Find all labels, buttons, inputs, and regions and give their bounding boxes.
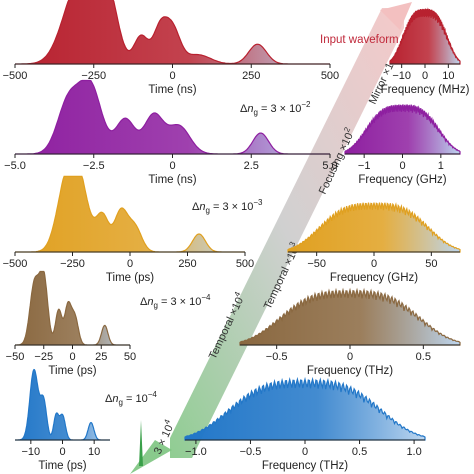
x-tick-label: −1.0	[185, 446, 207, 458]
series-area	[15, 0, 330, 65]
input-waveform-label: Input waveform	[320, 34, 399, 46]
panel-time-4: −50 −25 0 25 50 Time (ps)	[6, 270, 136, 377]
x-tick-label: 1	[438, 160, 444, 172]
x-tick-label: 2.5	[244, 160, 259, 172]
panel-freq-1: −10 0 10 Frequency (MHz)	[381, 7, 470, 96]
x-tick-label: −5.0	[4, 160, 26, 172]
x-tick-label: 0	[399, 160, 405, 172]
x-axis-label: Frequency (THz)	[307, 365, 393, 377]
x-tick-label: 1.0	[406, 446, 421, 458]
x-tick-label: −50	[6, 351, 25, 363]
x-axis-label: Time (ns)	[148, 84, 196, 96]
x-tick-label: 0	[169, 70, 175, 82]
panel-freq-3: −50 0 50 Frequency (GHz)	[287, 202, 461, 284]
x-axis-label: Time (ns)	[148, 174, 196, 186]
dng-label-3: Δng = 3 × 10−3	[192, 198, 263, 215]
dng-label-5: Δng = 10−4	[105, 390, 157, 407]
x-axis-label: Frequency (MHz)	[381, 84, 470, 96]
x-tick-label: −10	[392, 70, 411, 82]
svg-text:Δng = 3 × 10−3: Δng = 3 × 10−3	[192, 198, 263, 215]
x-tick-label: −2.5	[83, 160, 105, 172]
x-tick-label: −0.5	[240, 446, 262, 458]
panel-time-3: −500 −250 0 250 500 Time (ps)	[3, 175, 254, 284]
x-tick-label: 250	[178, 258, 196, 270]
x-tick-label: 0	[422, 70, 428, 82]
series-area	[15, 270, 130, 346]
x-tick-label: −500	[3, 70, 28, 82]
dng-label-2: Δng = 3 × 10−2	[240, 100, 311, 117]
x-tick-label: 0	[347, 351, 353, 363]
x-tick-label: −250	[60, 258, 85, 270]
panel-freq-2: −1 0 1 Frequency (GHz)	[344, 103, 461, 186]
x-tick-label: 50	[124, 351, 136, 363]
x-tick-label: 50	[425, 258, 437, 270]
panel-time-2: −5.0 −2.5 0 2.5 5.0 Time (ns)	[4, 79, 338, 186]
x-tick-label: −250	[81, 70, 106, 82]
x-tick-label: 0	[371, 258, 377, 270]
x-tick-label: −500	[3, 258, 28, 270]
x-axis-label: Time (ps)	[48, 365, 96, 377]
series-area	[15, 175, 245, 253]
x-axis-label: Time (ps)	[38, 460, 86, 472]
x-tick-label: 250	[242, 70, 260, 82]
x-tick-label: 500	[321, 70, 339, 82]
series-area	[15, 79, 330, 155]
series-area	[287, 202, 461, 253]
x-axis-label: Frequency (THz)	[262, 460, 348, 472]
panel-time-1: −500 −250 0 250 500 Time (ns)	[3, 0, 339, 96]
x-tick-label: 0.5	[416, 351, 431, 363]
x-tick-label: −10	[21, 446, 40, 458]
x-tick-label: 10	[442, 70, 454, 82]
x-tick-label: −0.5	[266, 351, 288, 363]
panel-freq-4: −0.5 0 0.5 Frequency (THz)	[239, 287, 461, 377]
x-axis-label: Frequency (GHz)	[358, 174, 446, 186]
svg-text:Δng = 10−4: Δng = 10−4	[105, 390, 157, 407]
series-area	[344, 103, 461, 155]
x-tick-label: 5.0	[322, 160, 337, 172]
dng-label-4: Δng = 3 × 10−4	[140, 293, 211, 310]
x-tick-label: 0	[169, 160, 175, 172]
series-area	[239, 287, 461, 346]
x-tick-label: −1	[358, 160, 371, 172]
series-area	[184, 376, 426, 441]
x-tick-label: 0.5	[352, 446, 367, 458]
svg-text:Δng = 3 × 10−4: Δng = 3 × 10−4	[140, 293, 211, 310]
compressed-pulse	[136, 420, 146, 466]
x-tick-label: −25	[34, 351, 53, 363]
x-tick-label: 0	[59, 446, 65, 458]
x-tick-label: −50	[307, 258, 326, 270]
x-tick-label: 10	[88, 446, 100, 458]
x-tick-label: 0	[302, 446, 308, 458]
series-area	[15, 368, 110, 441]
panel-freq-5: −1.0 −0.5 0 0.5 1.0 Frequency (THz)	[184, 376, 426, 472]
x-tick-label: 500	[236, 258, 254, 270]
series-area	[389, 7, 461, 65]
svg-text:Δng = 3 × 10−2: Δng = 3 × 10−2	[240, 100, 311, 117]
x-tick-label: 25	[95, 351, 107, 363]
x-axis-label: Frequency (GHz)	[330, 272, 418, 284]
x-tick-label: 0	[69, 351, 75, 363]
x-axis-label: Time (ps)	[106, 272, 154, 284]
x-tick-label: 0	[127, 258, 133, 270]
